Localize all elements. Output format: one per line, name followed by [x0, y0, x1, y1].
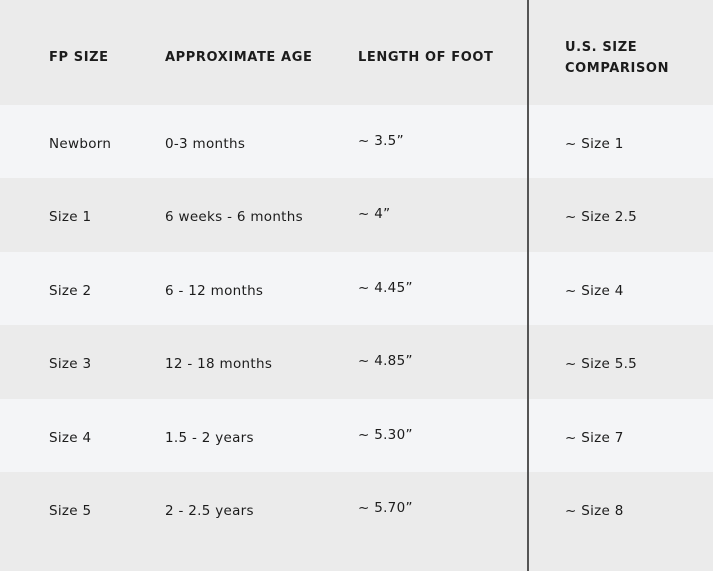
cell-length-of-foot: ~ 4.45”: [358, 280, 413, 296]
cell-us-size: ~ Size 8: [565, 503, 624, 519]
cell-fp-size: Size 3: [49, 356, 92, 372]
cell-length-of-foot: ~ 4”: [358, 206, 391, 222]
cell-fp-size: Size 5: [49, 503, 92, 519]
cell-approximate-age: 1.5 - 2 years: [165, 430, 254, 446]
header-comparison: COMPARISON: [565, 61, 670, 76]
table-row: Size 2 6 - 12 months ~ 4.45” ~ Size 4: [0, 252, 713, 325]
cell-approximate-age: 6 - 12 months: [165, 283, 264, 299]
table-header: FP SIZE APPROXIMATE AGE LENGTH OF FOOT U…: [0, 0, 713, 105]
cell-length-of-foot: ~ 4.85”: [358, 353, 413, 369]
cell-length-of-foot: ~ 3.5”: [358, 133, 404, 149]
header-fp-size: FP SIZE: [49, 50, 109, 65]
cell-fp-size: Newborn: [49, 136, 112, 152]
header-us-size: U.S. SIZE: [565, 40, 638, 55]
table-row: Size 3 12 - 18 months ~ 4.85” ~ Size 5.5: [0, 325, 713, 399]
cell-approximate-age: 6 weeks - 6 months: [165, 209, 303, 225]
header-approximate-age: APPROXIMATE AGE: [165, 50, 313, 65]
cell-fp-size: Size 4: [49, 430, 92, 446]
cell-us-size: ~ Size 4: [565, 283, 624, 299]
cell-approximate-age: 2 - 2.5 years: [165, 503, 254, 519]
cell-fp-size: Size 2: [49, 283, 92, 299]
table-row: Newborn 0-3 months ~ 3.5” ~ Size 1: [0, 105, 713, 178]
cell-approximate-age: 0-3 months: [165, 136, 246, 152]
cell-approximate-age: 12 - 18 months: [165, 356, 273, 372]
cell-length-of-foot: ~ 5.30”: [358, 427, 413, 443]
cell-us-size: ~ Size 7: [565, 430, 624, 446]
header-length-of-foot: LENGTH OF FOOT: [358, 50, 494, 65]
column-divider: [527, 0, 529, 571]
cell-us-size: ~ Size 2.5: [565, 209, 638, 225]
table-row: Size 5 2 - 2.5 years ~ 5.70” ~ Size 8: [0, 472, 713, 571]
cell-fp-size: Size 1: [49, 209, 92, 225]
table-row: Size 1 6 weeks - 6 months ~ 4” ~ Size 2.5: [0, 178, 713, 252]
cell-us-size: ~ Size 5.5: [565, 356, 638, 372]
table-row: Size 4 1.5 - 2 years ~ 5.30” ~ Size 7: [0, 399, 713, 472]
cell-length-of-foot: ~ 5.70”: [358, 500, 413, 516]
cell-us-size: ~ Size 1: [565, 136, 624, 152]
